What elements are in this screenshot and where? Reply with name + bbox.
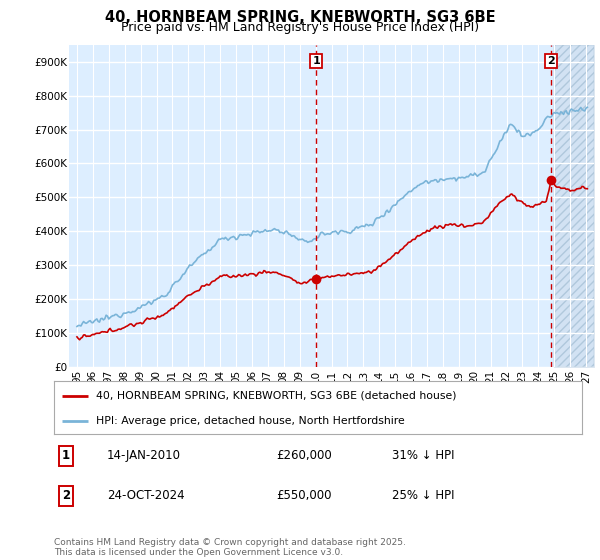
Text: £260,000: £260,000 [276, 449, 332, 463]
Text: 14-JAN-2010: 14-JAN-2010 [107, 449, 181, 463]
Text: 2: 2 [547, 56, 555, 66]
Text: 1: 1 [62, 449, 70, 463]
Text: 24-OCT-2024: 24-OCT-2024 [107, 489, 184, 502]
Text: 1: 1 [313, 56, 320, 66]
Text: 2: 2 [62, 489, 70, 502]
Text: 31% ↓ HPI: 31% ↓ HPI [392, 449, 454, 463]
Text: 40, HORNBEAM SPRING, KNEBWORTH, SG3 6BE: 40, HORNBEAM SPRING, KNEBWORTH, SG3 6BE [104, 10, 496, 25]
Text: HPI: Average price, detached house, North Hertfordshire: HPI: Average price, detached house, Nort… [96, 416, 405, 426]
Text: 40, HORNBEAM SPRING, KNEBWORTH, SG3 6BE (detached house): 40, HORNBEAM SPRING, KNEBWORTH, SG3 6BE … [96, 391, 457, 401]
Text: Price paid vs. HM Land Registry's House Price Index (HPI): Price paid vs. HM Land Registry's House … [121, 21, 479, 34]
Text: 25% ↓ HPI: 25% ↓ HPI [392, 489, 454, 502]
Text: £550,000: £550,000 [276, 489, 331, 502]
Text: Contains HM Land Registry data © Crown copyright and database right 2025.
This d: Contains HM Land Registry data © Crown c… [54, 538, 406, 557]
